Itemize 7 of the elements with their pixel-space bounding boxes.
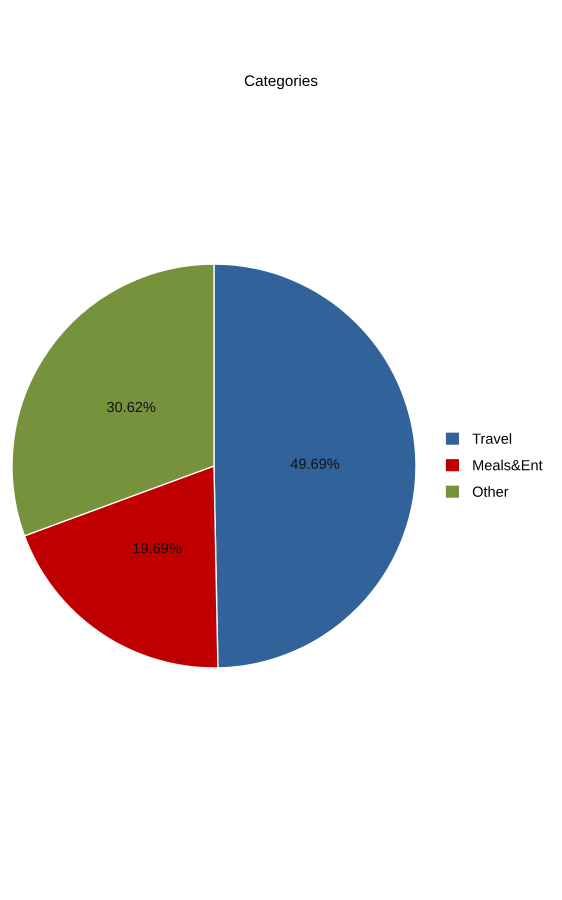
data-label: 49.69% (290, 458, 340, 469)
chart-title: Categories (244, 74, 318, 90)
data-label: 19.69% (133, 543, 182, 554)
legend-label: Meals&Ent (473, 460, 543, 470)
legend-label: Travel (472, 433, 512, 444)
legend-label: Other (472, 486, 508, 497)
data-label: 30.62% (106, 402, 156, 412)
